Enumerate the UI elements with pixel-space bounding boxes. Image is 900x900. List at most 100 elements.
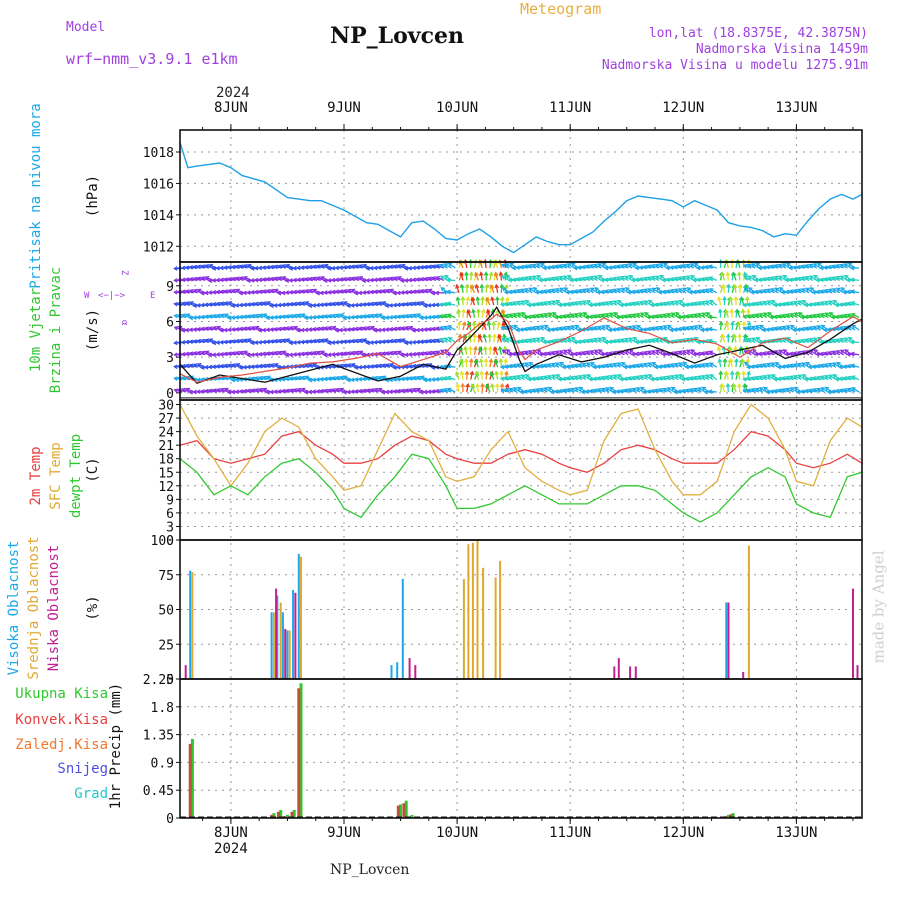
wind-arrow-head [804, 275, 810, 281]
wind-arrow-head [281, 264, 286, 269]
wind-arrow-head [839, 275, 845, 280]
wind-arrow-head [380, 265, 386, 270]
wind-arrow [835, 315, 844, 319]
wind-arrow [617, 362, 625, 368]
wind-arrow [480, 359, 483, 368]
wind-arrow-head [792, 288, 798, 294]
wind-arrow-head [670, 375, 675, 380]
wind-arrow [501, 275, 510, 281]
y-tick-label: 27 [158, 412, 174, 427]
wind-arrow [255, 365, 264, 368]
wind-arrow-head [192, 389, 197, 395]
wind-arrow-head [826, 264, 832, 270]
cloud-bar [467, 544, 470, 679]
wind-arrow-head [611, 264, 617, 270]
wind-arrow [389, 339, 398, 344]
wind-arrow [498, 334, 503, 343]
wind-arrow [484, 346, 487, 355]
wind-arrow-head [311, 303, 317, 308]
wind-arrow-head [780, 301, 786, 307]
wind-arrow-head [733, 296, 739, 301]
wind-arrow [448, 262, 456, 269]
wind-arrow-head [663, 262, 668, 267]
wind-arrow-head [342, 277, 348, 282]
wind-arrow [816, 313, 825, 319]
wind-arrow-head [737, 333, 743, 338]
wind-arrow-head [773, 314, 778, 320]
wind-arrow-head [849, 277, 855, 283]
wind-arrow-head [227, 265, 232, 270]
wind-arrow-head [834, 302, 840, 308]
wind-arrow-head [561, 314, 567, 319]
wind-arrow-head [745, 308, 751, 314]
wind-arrow-head [319, 314, 324, 320]
wind-arrow [476, 297, 480, 306]
wind-arrow-head [490, 296, 495, 301]
wind-arrow-head [303, 389, 309, 395]
wind-arrow-head [411, 363, 417, 369]
wind-arrow-head [207, 278, 213, 284]
wind-arrow [335, 290, 344, 294]
wind-arrow [732, 384, 737, 393]
wind-arrow-head [725, 320, 730, 326]
wind-arrow-head [630, 352, 636, 357]
wind-arrow-head [303, 327, 309, 333]
wind-arrow-head [181, 313, 187, 318]
wind-arrow [639, 363, 648, 368]
wind-arrow-head [515, 363, 521, 368]
wind-arrow-head [692, 363, 698, 369]
wind-arrow [851, 364, 860, 368]
wind-arrow-head [539, 387, 544, 392]
wind-arrow [531, 303, 540, 306]
wind-arrow-head [742, 314, 747, 320]
wind-arrow-head [223, 351, 228, 357]
wind-arrow-head [319, 338, 325, 343]
wind-arrow [509, 325, 518, 331]
wind-arrow [631, 353, 640, 356]
wind-arrow-head [705, 300, 710, 305]
wind-arrow-head [215, 388, 221, 393]
wind-arrow-head [342, 375, 348, 380]
wind-arrow-head [800, 276, 806, 281]
wind-arrow [531, 377, 540, 381]
precip-bar [399, 804, 402, 818]
wind-arrow-head [430, 314, 436, 320]
wind-arrow [293, 302, 302, 306]
wind-arrow [747, 377, 756, 381]
wind-arrow [609, 301, 618, 306]
wind-arrow-head [234, 303, 240, 308]
wind-arrow [708, 327, 717, 331]
wind-arrow-head [796, 327, 801, 332]
wind-arrow-head [578, 386, 584, 391]
wind-arrow [535, 291, 544, 294]
wind-arrow-head [576, 265, 582, 270]
wind-arrow [624, 338, 633, 343]
wind-arrow-head [296, 339, 301, 345]
wind-arrow-head [234, 326, 240, 332]
wind-arrow [536, 263, 545, 269]
wind-arrow-head [365, 314, 371, 319]
wind-arrow [797, 363, 806, 368]
wind-arrow [491, 297, 495, 306]
wind-arrow-head [280, 376, 286, 382]
wind-arrow-head [464, 283, 470, 289]
wind-arrow-head [319, 326, 325, 331]
wind-arrow [412, 353, 421, 356]
wind-arrow-head [669, 288, 675, 294]
wind-arrow-head [474, 271, 479, 277]
wind-arrow-head [815, 289, 821, 295]
wind-arrow-head [335, 313, 340, 318]
y-tick-label: 18 [158, 453, 174, 468]
wind-arrow-head [593, 263, 598, 268]
wind-arrow [763, 312, 771, 319]
cloud-bar [396, 662, 399, 679]
wind-arrow-head [327, 302, 332, 307]
wind-arrow-head [508, 313, 513, 318]
wind-arrow-head [811, 290, 816, 295]
wind-arrow [762, 289, 771, 294]
wind-arrow-head [315, 365, 320, 370]
wind-arrow-head [846, 313, 852, 318]
wind-arrow [393, 276, 402, 282]
wind-arrow-head [684, 376, 690, 382]
wind-arrow [512, 301, 521, 306]
